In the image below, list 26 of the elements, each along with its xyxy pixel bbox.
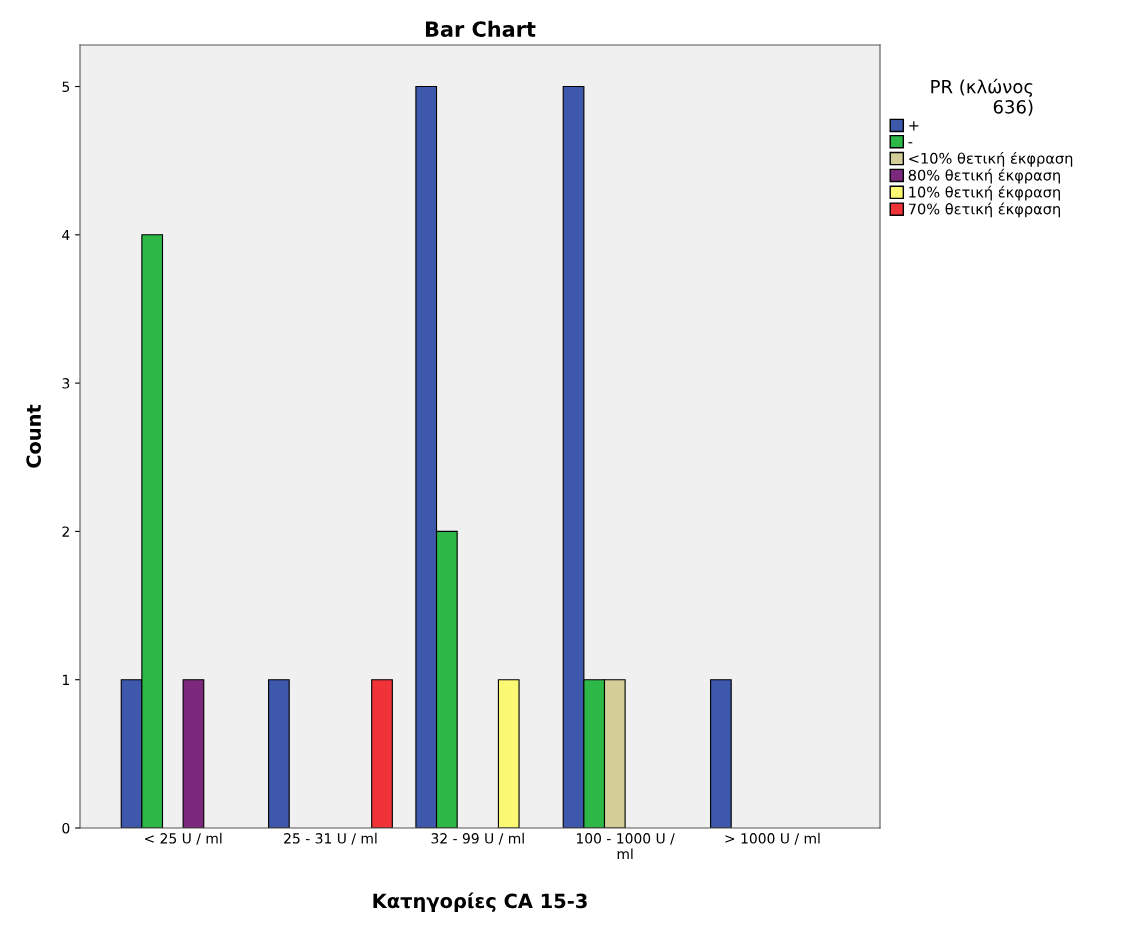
x-tick-label: 25 - 31 U / ml (284, 832, 377, 845)
x-tick-label: < 25 U / ml (145, 832, 222, 845)
legend-label: 70% θετική έκφραση (908, 202, 1060, 218)
y-axis-title: Count (26, 404, 42, 468)
y-tick-label: 3 (62, 378, 70, 389)
legend-label: 80% θετική έκφραση (908, 168, 1060, 184)
chart-title: Bar Chart (425, 20, 536, 37)
y-tick-label: 0 (62, 822, 70, 834)
legend-label: - (908, 142, 913, 144)
legend-label: + (909, 121, 919, 131)
x-tick-label: 100 - 1000 U / ml (576, 833, 675, 859)
bar (182, 679, 205, 828)
x-tick-label: > 1000 U / ml (725, 832, 820, 845)
y-tick-label: 2 (62, 526, 69, 537)
legend-label: <10% θετική έκφραση (909, 151, 1073, 167)
bar (497, 679, 520, 828)
y-tick-label: 1 (62, 674, 69, 685)
y-tick-label: 4 (62, 229, 70, 241)
y-tick-label: 5 (62, 81, 70, 92)
legend-label: 10% θετική έκφραση (909, 185, 1060, 201)
x-axis-title: Κατηγορίες CA 15-3 (373, 892, 587, 913)
legend-title: PR (κλώνος 636) (931, 78, 1033, 116)
x-tick-label: 32 - 99 U / ml (431, 832, 524, 845)
bar (268, 679, 290, 828)
bar (371, 679, 393, 828)
bar (710, 679, 732, 828)
